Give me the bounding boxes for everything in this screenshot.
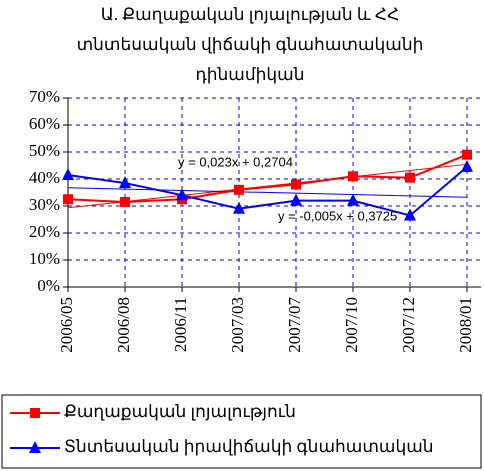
marker <box>405 172 415 183</box>
x-tick-label: 2006/11 <box>171 297 190 352</box>
y-tick-label: 40% <box>29 168 60 187</box>
marker <box>119 176 131 189</box>
marker <box>290 193 302 206</box>
marker <box>62 167 74 180</box>
marker <box>347 193 359 206</box>
y-tick-label: 60% <box>29 114 60 133</box>
y-tick-label: 20% <box>29 222 60 241</box>
marker <box>176 188 188 201</box>
x-tick-label: 2007/10 <box>342 297 361 353</box>
legend-label: Տնտեսական իրավիճակի գնահատական <box>64 437 434 456</box>
series-line <box>67 166 468 217</box>
marker <box>30 408 40 418</box>
series-line <box>67 153 468 203</box>
marker <box>404 208 416 221</box>
marker <box>348 171 358 182</box>
trend-label: y = 0,023x + 0,2704 <box>178 154 293 169</box>
marker <box>291 179 301 190</box>
marker <box>233 201 245 214</box>
chart-title: Ա. Քաղաքական լոյալության և ՀՀ <box>101 5 400 24</box>
legend-box <box>1 394 482 469</box>
x-tick-label: 2007/07 <box>285 297 304 353</box>
x-tick-label: 2008/01 <box>456 297 475 353</box>
marker <box>63 194 73 205</box>
y-tick-label: 30% <box>29 195 60 214</box>
chart-title: դինամիկան <box>195 65 304 84</box>
trend-label: y = -0,005x + 0,3725 <box>278 208 397 223</box>
marker <box>29 441 41 453</box>
y-tick-label: 50% <box>29 141 60 160</box>
x-tick-label: 2007/12 <box>399 297 418 353</box>
y-tick-label: 10% <box>29 249 60 268</box>
trendline <box>67 187 468 198</box>
y-tick-label: 70% <box>29 87 60 106</box>
marker <box>234 184 244 195</box>
x-tick-label: 2006/05 <box>57 297 76 353</box>
x-tick-label: 2006/08 <box>114 297 133 353</box>
marker <box>120 196 130 207</box>
x-tick-label: 2007/03 <box>228 297 247 353</box>
chart-title: տնտեսական վիճակի գնահատականի <box>77 35 424 54</box>
marker <box>461 159 473 172</box>
legend-label: Քաղաքական լոյալություն <box>64 402 296 421</box>
marker <box>462 149 472 160</box>
y-tick-label: 0% <box>37 276 60 295</box>
